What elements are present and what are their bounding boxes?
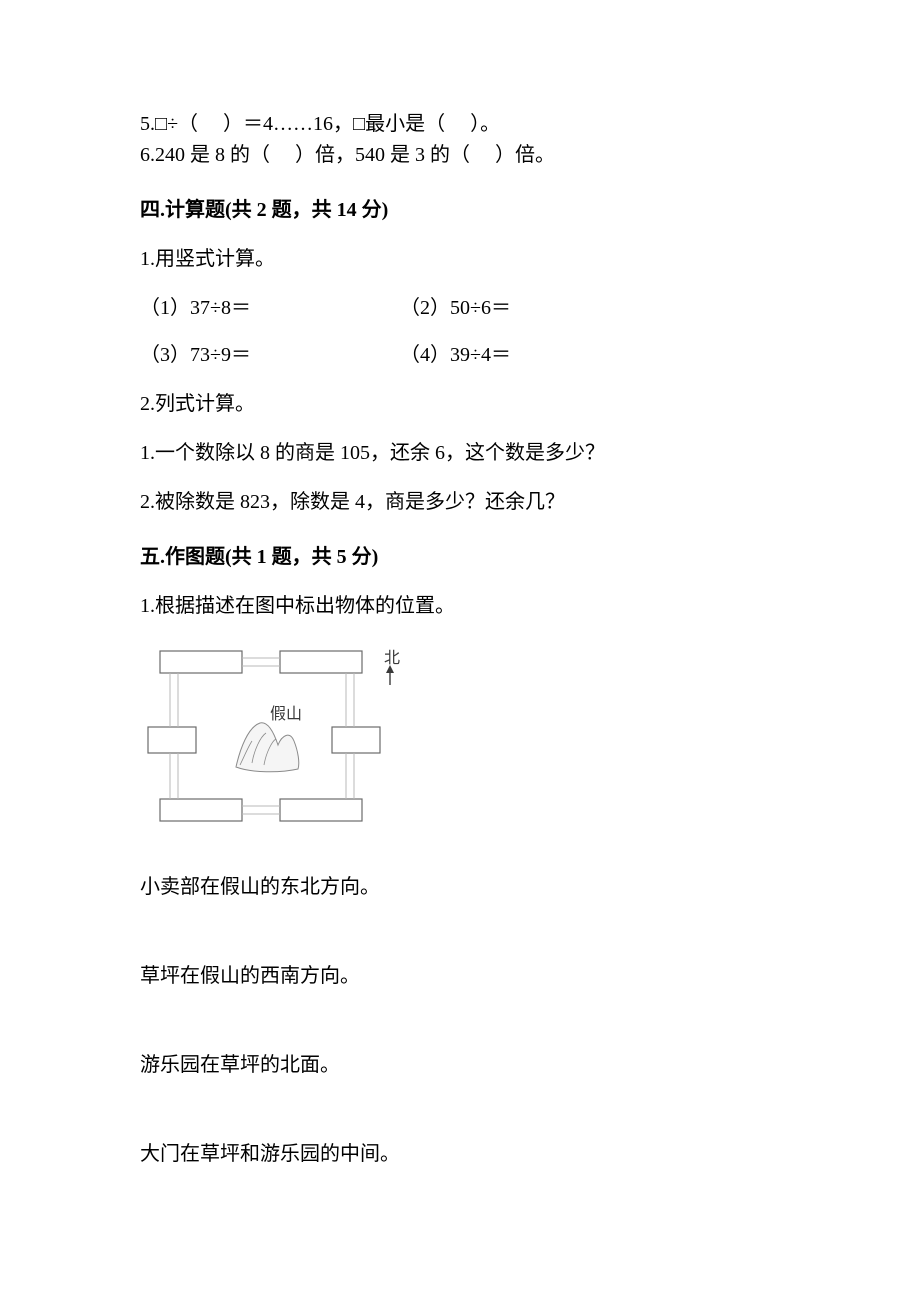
section4-sub1: 1.一个数除以 8 的商是 105，还余 6，这个数是多少？ xyxy=(140,439,780,468)
section4-title: 四.计算题(共 2 题，共 14 分) xyxy=(140,196,780,225)
page: 5.□÷（ ）＝4……16，□最小是（ ）。 6.240 是 8 的（ ）倍，5… xyxy=(0,0,920,1302)
calc-item-1: （1）37÷8＝ xyxy=(140,294,400,323)
calc-row-1: （1）37÷8＝ （2）50÷6＝ xyxy=(140,294,780,323)
fill-q6: 6.240 是 8 的（ ）倍，540 是 3 的（ ）倍。 xyxy=(140,141,780,170)
rockery-label: 假山 xyxy=(270,705,302,723)
section4-q1-label: 1.用竖式计算。 xyxy=(140,245,780,274)
desc-2: 草坪在假山的西南方向。 xyxy=(140,962,780,991)
desc-4: 大门在草坪和游乐园的中间。 xyxy=(140,1140,780,1169)
map-svg: 假山 北 xyxy=(140,641,408,837)
calc-item-4: （4）39÷4＝ xyxy=(400,341,511,370)
desc-3: 游乐园在草坪的北面。 xyxy=(140,1051,780,1080)
section5-q1: 1.根据描述在图中标出物体的位置。 xyxy=(140,592,780,621)
desc-1: 小卖部在假山的东北方向。 xyxy=(140,873,780,902)
north-label: 北 xyxy=(384,649,400,667)
calc-item-2: （2）50÷6＝ xyxy=(400,294,511,323)
section4-q2-label: 2.列式计算。 xyxy=(140,390,780,419)
calc-row-2: （3）73÷9＝ （4）39÷4＝ xyxy=(140,341,780,370)
fill-q5: 5.□÷（ ）＝4……16，□最小是（ ）。 xyxy=(140,110,780,139)
calc-item-3: （3）73÷9＝ xyxy=(140,341,400,370)
section5-title: 五.作图题(共 1 题，共 5 分) xyxy=(140,543,780,572)
map-diagram: 假山 北 xyxy=(140,641,780,837)
section4-sub2: 2.被除数是 823，除数是 4，商是多少？还余几？ xyxy=(140,488,780,517)
